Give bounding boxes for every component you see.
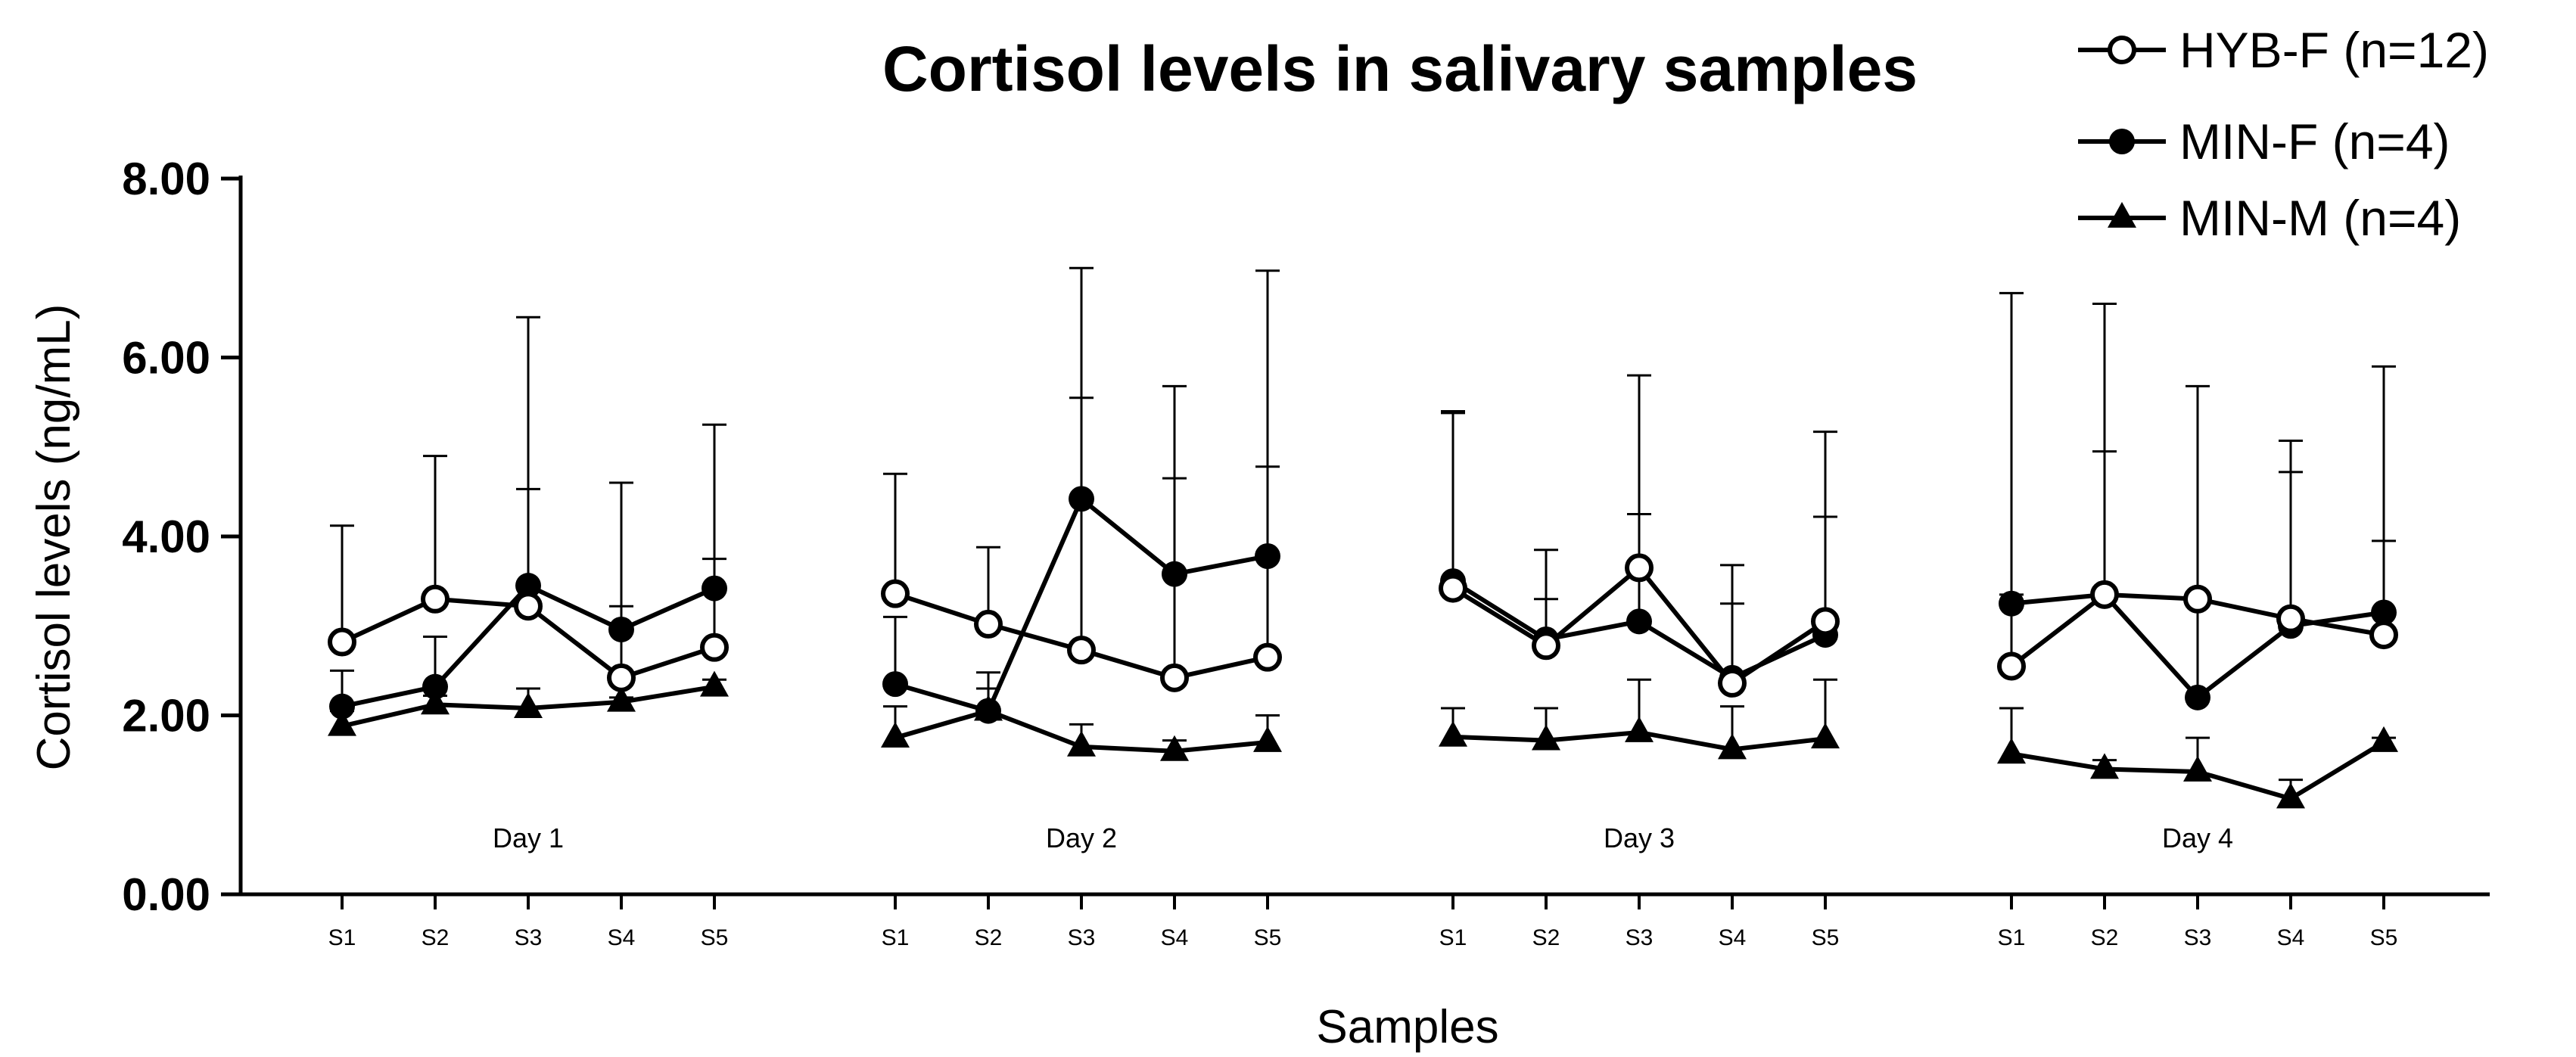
data-point-filled-triangle bbox=[328, 710, 356, 736]
data-point-filled-triangle bbox=[2369, 726, 2398, 752]
x-tick-label: S2 bbox=[2091, 925, 2119, 950]
legend-label: MIN-F (n=4) bbox=[2179, 113, 2450, 169]
data-point-open-circle bbox=[1067, 636, 1096, 665]
data-point-filled-triangle bbox=[1067, 730, 1096, 757]
data-point-open-circle bbox=[1718, 668, 1747, 698]
data-point-filled-triangle bbox=[1253, 726, 1282, 752]
data-point-open-circle bbox=[700, 633, 729, 662]
data-point-open-circle bbox=[421, 584, 450, 614]
data-point-open-circle bbox=[881, 579, 910, 608]
x-tick-label: S3 bbox=[515, 925, 543, 950]
legend-marker-filled-triangle bbox=[2108, 201, 2136, 228]
data-point-filled-triangle bbox=[1811, 723, 1840, 749]
data-point-filled-circle bbox=[1999, 590, 2024, 617]
data-point-filled-triangle bbox=[1997, 738, 2026, 764]
data-point-filled-triangle bbox=[421, 689, 450, 715]
data-point-filled-circle bbox=[422, 673, 448, 700]
data-point-filled-triangle bbox=[2090, 753, 2119, 779]
x-tick-label: S2 bbox=[975, 925, 1003, 950]
x-tick-label: S5 bbox=[701, 925, 729, 950]
x-tick-label: S1 bbox=[1439, 925, 1467, 950]
data-point-open-circle bbox=[607, 663, 636, 692]
y-tick-label: 0.00 bbox=[122, 869, 210, 920]
data-point-filled-triangle bbox=[607, 685, 636, 712]
x-tick-label: S1 bbox=[328, 925, 356, 950]
y-tick-label: 4.00 bbox=[122, 511, 210, 562]
chart-title: Cortisol levels in salivary samples bbox=[882, 33, 1918, 104]
data-point-filled-circle bbox=[2371, 599, 2397, 626]
data-point-open-circle bbox=[1811, 607, 1840, 636]
x-tick-label: S4 bbox=[2277, 925, 2305, 950]
data-point-filled-circle bbox=[1162, 561, 1187, 587]
data-point-open-circle bbox=[1532, 631, 1560, 661]
data-point-open-circle bbox=[2090, 580, 2119, 609]
data-point-filled-circle bbox=[882, 671, 908, 698]
legend-label: MIN-M (n=4) bbox=[2179, 190, 2461, 246]
data-point-open-circle bbox=[514, 592, 543, 621]
x-tick-label: S5 bbox=[1254, 925, 1282, 950]
data-point-filled-circle bbox=[2185, 684, 2210, 710]
data-point-filled-triangle bbox=[2276, 782, 2305, 809]
x-tick-label: S2 bbox=[422, 925, 450, 950]
data-point-filled-triangle bbox=[2183, 755, 2212, 782]
y-tick-label: 8.00 bbox=[122, 154, 210, 204]
legend-label: HYB-F (n=12) bbox=[2179, 22, 2489, 78]
legend-marker-open-circle bbox=[2108, 36, 2136, 64]
data-point-open-circle bbox=[1439, 574, 1467, 603]
data-point-filled-triangle bbox=[881, 721, 910, 748]
x-tick-label: S3 bbox=[1068, 925, 1096, 950]
plot-area bbox=[328, 266, 2398, 809]
data-point-open-circle bbox=[1253, 642, 1282, 672]
x-axis-label: Samples bbox=[1316, 1001, 1498, 1053]
data-point-filled-circle bbox=[702, 575, 727, 602]
data-point-filled-triangle bbox=[1625, 716, 1654, 742]
day-label: Day 4 bbox=[2162, 822, 2233, 853]
data-point-open-circle bbox=[1160, 663, 1189, 692]
x-tick-label: S3 bbox=[2184, 925, 2212, 950]
legend: HYB-F (n=12) MIN-F (n=4) MIN-M (n=4) bbox=[2078, 22, 2489, 246]
x-tick-label: S5 bbox=[1812, 925, 1840, 950]
data-point-filled-circle bbox=[1626, 608, 1652, 635]
y-axis-label: Cortisol levels (ng/mL) bbox=[28, 304, 80, 771]
x-tick-label: S4 bbox=[1161, 925, 1189, 950]
data-point-open-circle bbox=[1625, 553, 1654, 583]
data-point-filled-circle bbox=[608, 616, 634, 642]
y-tick-label: 6.00 bbox=[122, 333, 210, 384]
data-point-open-circle bbox=[328, 627, 356, 657]
data-point-filled-circle bbox=[1255, 543, 1280, 570]
data-point-filled-triangle bbox=[1160, 735, 1189, 761]
legend-marker-filled-circle bbox=[2109, 129, 2135, 154]
day-label: Day 1 bbox=[493, 822, 564, 853]
x-tick-label: S5 bbox=[2370, 925, 2398, 950]
data-point-open-circle bbox=[2183, 584, 2212, 614]
day-label: Day 2 bbox=[1046, 822, 1117, 853]
x-tick-label: S4 bbox=[608, 925, 636, 950]
data-point-filled-triangle bbox=[1718, 733, 1747, 760]
x-tick-label: S3 bbox=[1626, 925, 1654, 950]
data-point-open-circle bbox=[1997, 651, 2026, 681]
data-point-filled-circle bbox=[975, 698, 1001, 724]
data-point-filled-triangle bbox=[1439, 720, 1467, 747]
data-point-filled-triangle bbox=[514, 692, 543, 718]
x-tick-label: S1 bbox=[1998, 925, 2026, 950]
data-point-open-circle bbox=[2276, 604, 2305, 633]
day-label: Day 3 bbox=[1604, 822, 1675, 853]
data-point-filled-triangle bbox=[700, 670, 729, 697]
x-tick-label: S4 bbox=[1719, 925, 1747, 950]
axes: 0.00 2.00 4.00 6.00 8.00 S1 S2 S3 S4 S5 Day 1 S1 S2 S… bbox=[122, 154, 2490, 950]
data-point-open-circle bbox=[974, 609, 1003, 639]
x-tick-label: S2 bbox=[1532, 925, 1560, 950]
y-tick-label: 2.00 bbox=[122, 691, 210, 741]
data-point-filled-circle bbox=[515, 573, 541, 599]
data-point-open-circle bbox=[2369, 620, 2398, 650]
data-point-filled-triangle bbox=[1532, 724, 1560, 751]
data-point-filled-circle bbox=[1069, 486, 1094, 512]
data-point-filled-circle bbox=[329, 693, 355, 720]
x-tick-label: S1 bbox=[882, 925, 910, 950]
